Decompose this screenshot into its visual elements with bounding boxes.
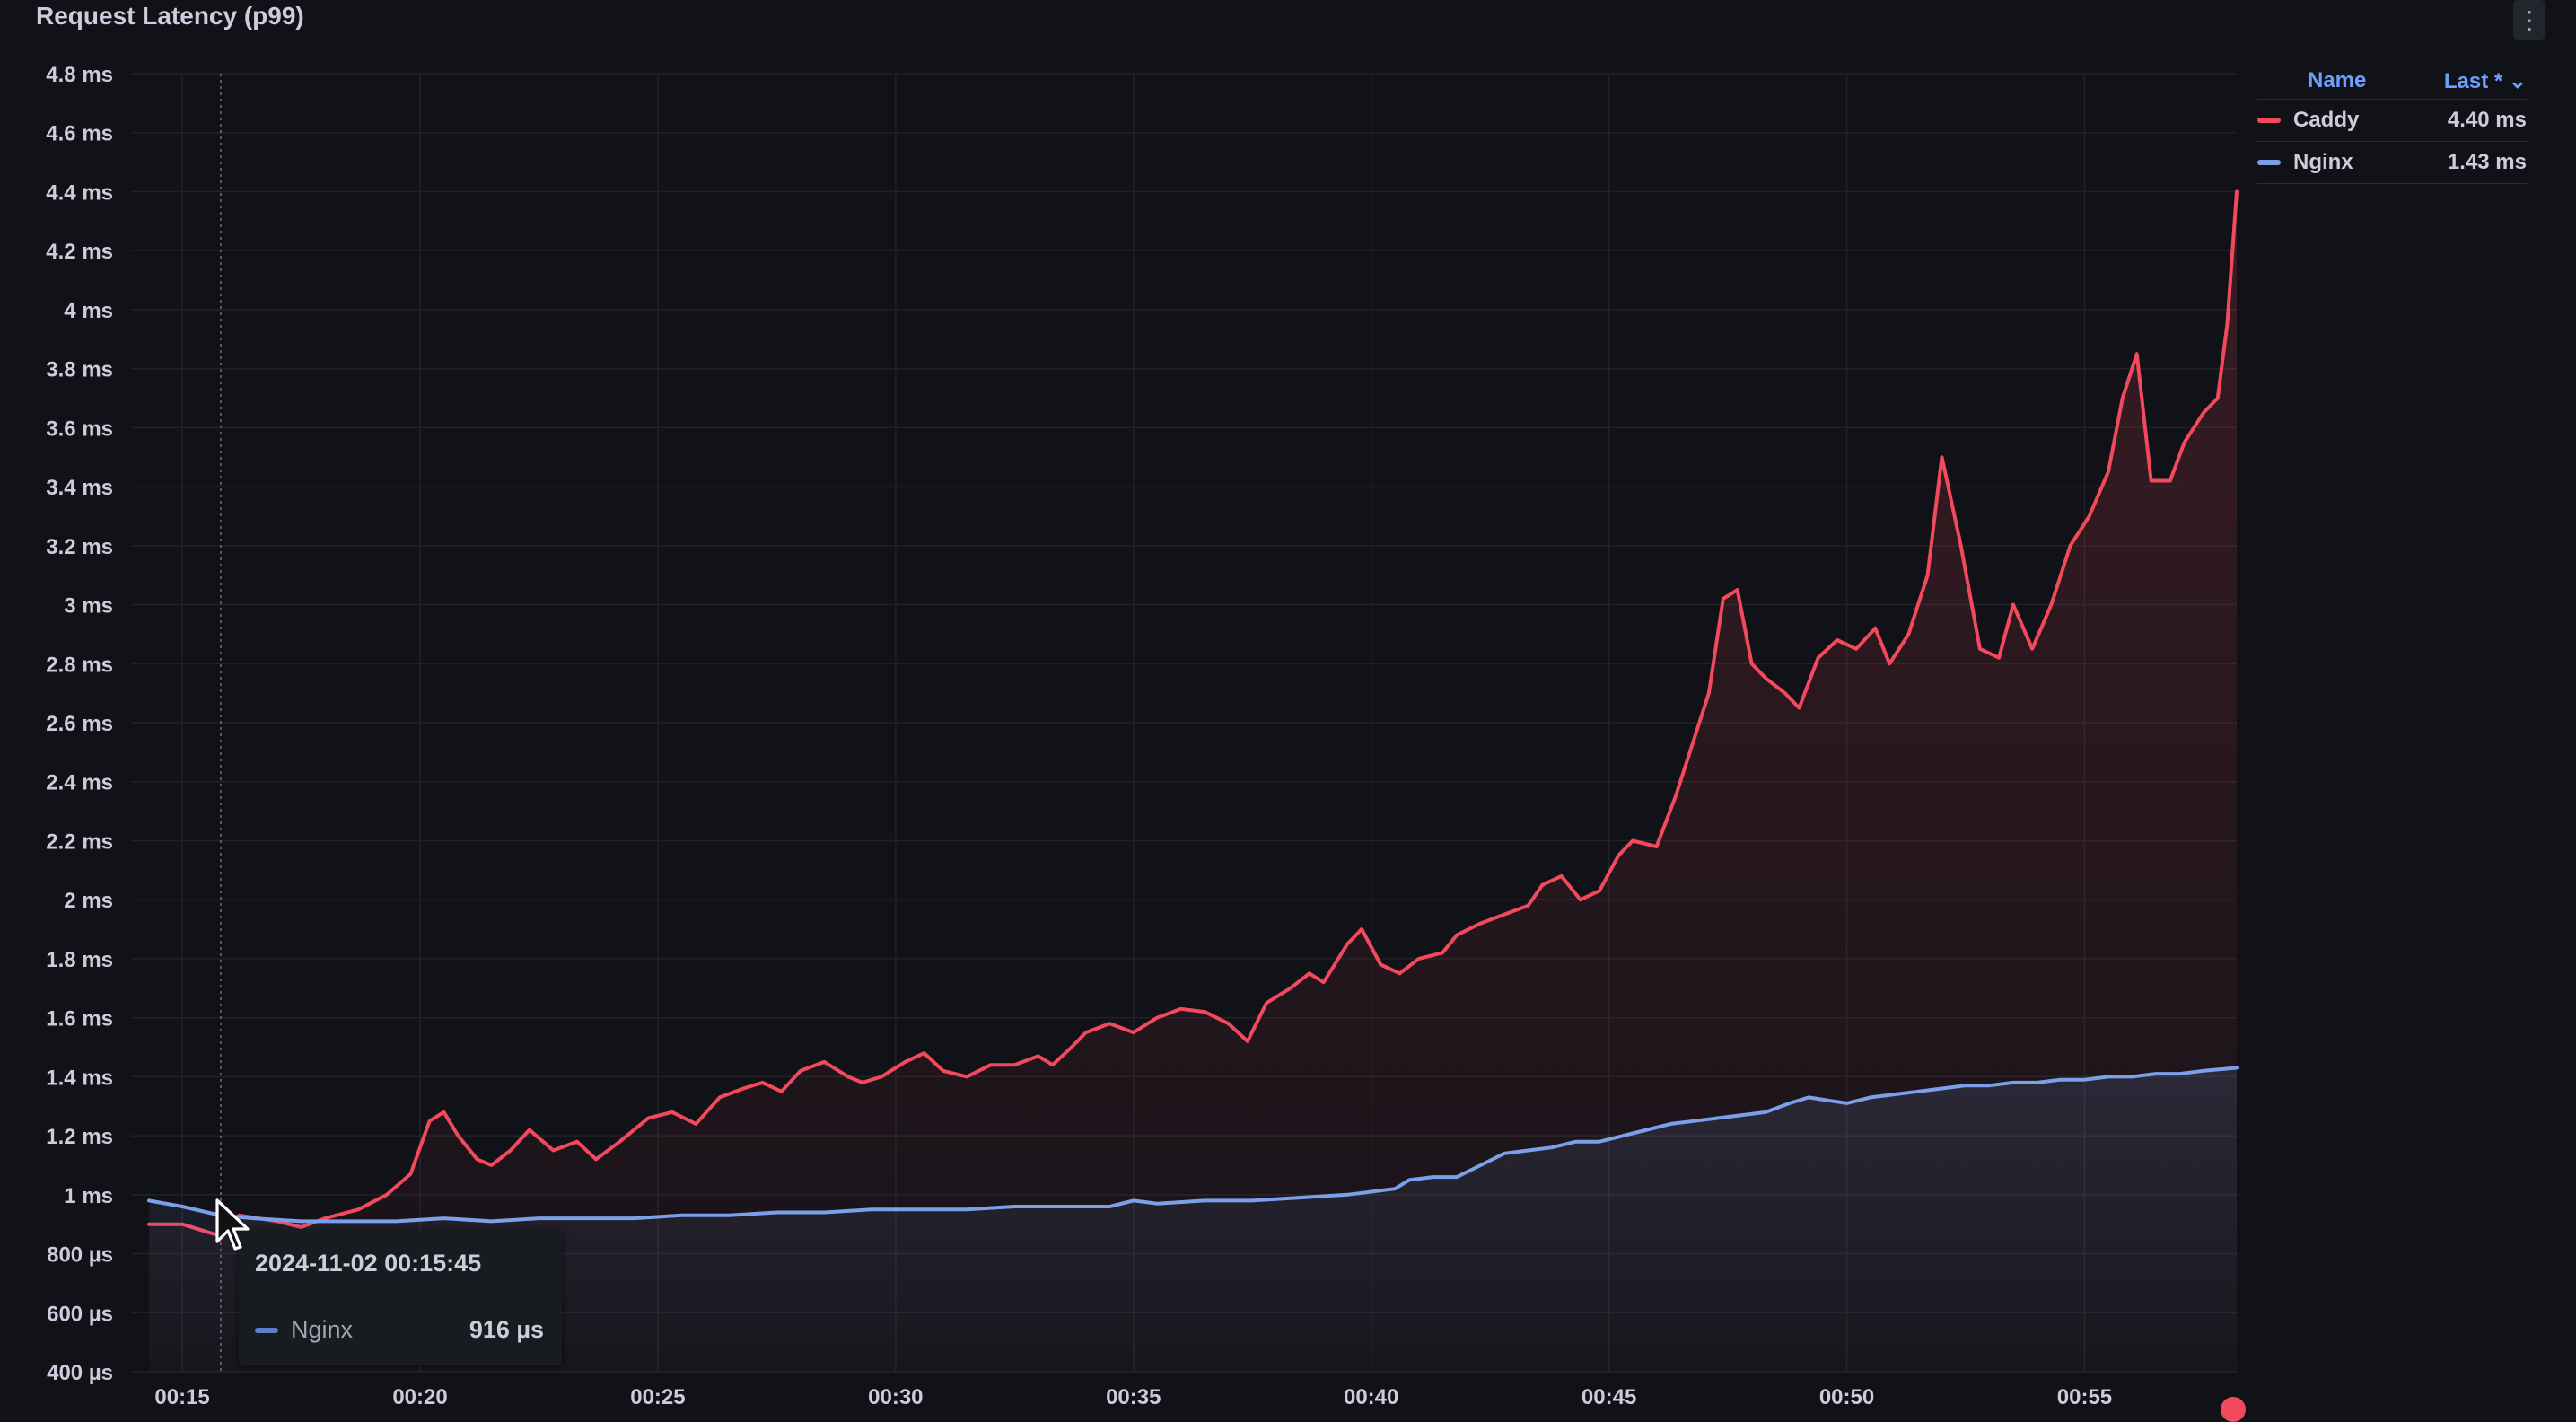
- tooltip-value: 916 µs: [469, 1316, 544, 1343]
- y-tick-label: 1.8 ms: [46, 948, 113, 972]
- legend-item-caddy[interactable]: Caddy 4.40 ms: [2257, 100, 2527, 142]
- tooltip-row: Nginx 916 µs: [255, 1316, 544, 1344]
- series-area-caddy: [149, 191, 2237, 1372]
- x-tick-label: 00:40: [1344, 1385, 1398, 1406]
- tooltip-series: Nginx: [291, 1316, 354, 1343]
- y-tick-label: 600 µs: [47, 1302, 113, 1326]
- y-tick-label: 3.8 ms: [46, 358, 113, 382]
- x-tick-label: 00:15: [154, 1385, 209, 1406]
- vertical-ellipsis-icon: ⋮: [2517, 5, 2542, 34]
- y-tick-label: 1.4 ms: [46, 1066, 113, 1090]
- y-tick-label: 1 ms: [64, 1184, 113, 1208]
- x-tick-label: 00:45: [1582, 1385, 1636, 1406]
- chart-series: [147, 189, 2239, 1372]
- legend-item-value: 4.40 ms: [2447, 108, 2527, 132]
- x-tick-label: 00:55: [2057, 1385, 2112, 1406]
- x-tick-label: 00:25: [630, 1385, 685, 1406]
- legend-header-name[interactable]: Name: [2308, 68, 2367, 92]
- series-line-caddy: [147, 189, 2239, 1238]
- legend-item-label: Nginx: [2293, 150, 2353, 174]
- y-tick-label: 4.6 ms: [46, 122, 113, 146]
- y-tick-label: 800 µs: [47, 1243, 113, 1268]
- y-tick-label: 4 ms: [64, 299, 113, 323]
- y-tick-label: 2.4 ms: [46, 771, 113, 795]
- legend-item-label: Caddy: [2293, 108, 2360, 132]
- legend-table: Name Last * ⌄ Caddy 4.40 ms Nginx 1.43 m…: [2257, 63, 2527, 184]
- x-tick-label: 00:35: [1106, 1385, 1161, 1406]
- y-tick-label: 3.2 ms: [46, 535, 113, 559]
- x-tick-label: 00:50: [1819, 1385, 1874, 1406]
- y-tick-label: 3.6 ms: [46, 417, 113, 441]
- y-tick-label: 3.4 ms: [46, 476, 113, 500]
- y-tick-label: 2 ms: [64, 889, 113, 913]
- mouse-cursor-icon: [215, 1198, 250, 1251]
- y-tick-label: 4.2 ms: [46, 240, 113, 264]
- series-area-nginx: [149, 1067, 2237, 1372]
- x-tick-label: 00:30: [868, 1385, 923, 1406]
- hover-tooltip: 2024-11-02 00:15:45 Nginx 916 µs: [239, 1230, 562, 1365]
- panel-title: Request Latency (p99): [36, 2, 304, 30]
- legend-swatch: [2257, 118, 2281, 123]
- y-tick-label: 2.6 ms: [46, 712, 113, 736]
- tooltip-time: 2024-11-02 00:15:45: [255, 1250, 482, 1277]
- y-tick-label: 4.8 ms: [46, 63, 113, 87]
- series-line-nginx: [147, 1066, 2239, 1224]
- y-tick-label: 2.8 ms: [46, 653, 113, 677]
- legend-header-last[interactable]: Last * ⌄: [2443, 68, 2527, 93]
- panel-menu-button[interactable]: ⋮: [2513, 0, 2545, 40]
- legend-swatch: [2257, 160, 2281, 165]
- legend-item-nginx[interactable]: Nginx 1.43 ms: [2257, 142, 2527, 184]
- tooltip-swatch: [255, 1327, 278, 1333]
- legend-item-value: 1.43 ms: [2447, 150, 2527, 174]
- recording-indicator: [2221, 1397, 2246, 1422]
- x-tick-label: 00:20: [392, 1385, 447, 1406]
- y-tick-label: 3 ms: [64, 594, 113, 619]
- y-tick-label: 2.2 ms: [46, 830, 113, 854]
- y-axis: 4.8 ms 4.6 ms 4.4 ms 4.2 ms 4 ms 3.8 ms 3.6 ms…: [46, 63, 113, 1385]
- y-tick-label: 4.4 ms: [46, 180, 113, 205]
- y-tick-label: 1.6 ms: [46, 1007, 113, 1031]
- y-tick-label: 400 µs: [47, 1361, 113, 1385]
- y-tick-label: 1.2 ms: [46, 1125, 113, 1149]
- x-axis: 00:15 00:20 00:25 00:30 00:35 00:40 00:45 00:50…: [154, 1385, 2112, 1406]
